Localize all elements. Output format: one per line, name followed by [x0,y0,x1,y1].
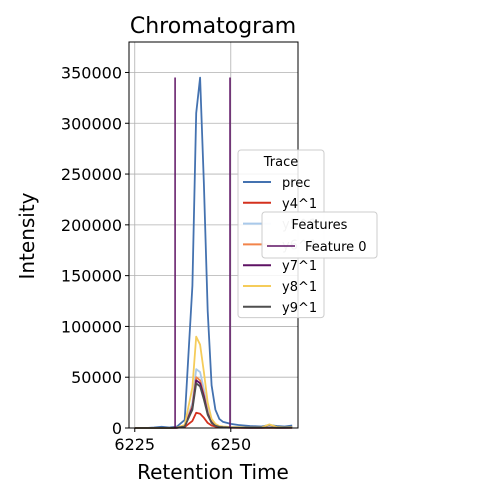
legend-features: Features Feature 0 [261,211,378,259]
x-axis-ticks: 6225 6250 [114,428,251,454]
y-tick-label: 350000 [61,63,122,82]
x-tick-label: 6250 [210,435,251,454]
legend-trace-label: prec [282,176,310,191]
y-axis-ticks: 0 50000 100000 150000 200000 250000 300000 3500… [61,63,129,438]
legend-trace-label: y8^1 [282,280,317,295]
legend-features-label: Feature 0 [305,240,367,255]
y-tick-label: 100000 [61,317,122,336]
feature-layer [174,77,231,428]
legend-trace-label: y7^1 [282,259,317,274]
y-tick-label: 0 [112,419,122,438]
y-tick-label: 150000 [61,267,122,286]
legend-trace-label: y9^1 [282,301,317,316]
legend-trace-title: Trace [263,155,299,170]
x-axis-title: Retention Time [137,460,289,484]
y-tick-label: 50000 [71,368,122,387]
y-tick-label: 250000 [61,165,122,184]
chart-title: Chromatogram [130,14,296,39]
series-line-y81 [134,335,293,429]
legend-features-title: Features [292,218,348,233]
y-tick-label: 300000 [61,114,122,133]
y-tick-label: 200000 [61,216,122,235]
x-tick-label: 6225 [114,435,155,454]
grid [129,42,298,429]
y-axis-title: Intensity [15,192,39,279]
legend-trace-label: y4^1 [282,197,317,212]
